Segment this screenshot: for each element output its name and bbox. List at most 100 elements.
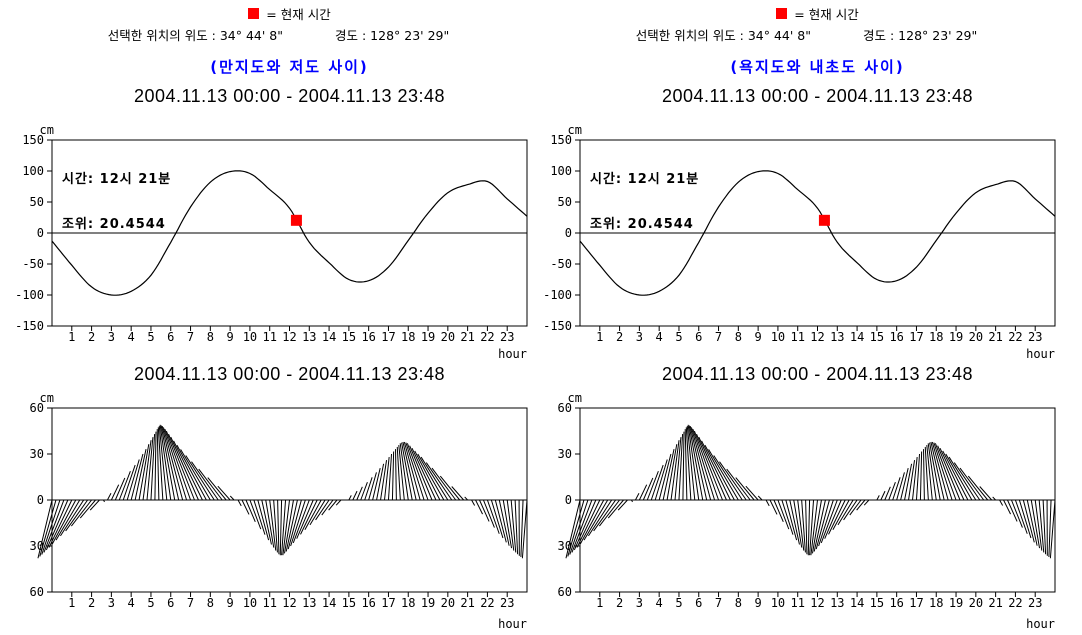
x-tick-label: 21 bbox=[988, 330, 1002, 344]
x-tick-label: 14 bbox=[322, 596, 336, 610]
date-range-title-current: 2004.11.13 00:00 - 2004.11.13 23:48 bbox=[133, 364, 446, 384]
x-tick-label: 23 bbox=[1028, 330, 1042, 344]
x-tick-label: 9 bbox=[755, 330, 762, 344]
legend-label: = 현재 시간 bbox=[266, 7, 331, 22]
x-tick-label: 20 bbox=[969, 596, 983, 610]
current-time-marker bbox=[290, 214, 302, 226]
x-tick-label: 7 bbox=[187, 596, 194, 610]
y-tick-label: 60 bbox=[558, 401, 572, 415]
y-axis-unit: cm bbox=[568, 123, 582, 137]
x-tick-label: 19 bbox=[949, 596, 963, 610]
y-tick-label: 30 bbox=[30, 447, 44, 461]
x-tick-label: 14 bbox=[322, 330, 336, 344]
station-title: (만지도와 저도 사이) bbox=[210, 58, 369, 76]
x-tick-label: 12 bbox=[282, 596, 296, 610]
x-tick-label: 9 bbox=[755, 596, 762, 610]
current-sticks bbox=[565, 424, 1056, 559]
y-tick-label: 0 bbox=[565, 493, 572, 507]
annotation-time: 시간: 12시 21분 bbox=[62, 172, 172, 187]
latitude-label: 선택한 위치의 위도 : 34° 44' 8" bbox=[107, 28, 284, 43]
x-tick-label: 15 bbox=[870, 330, 884, 344]
x-tick-label: 17 bbox=[909, 330, 923, 344]
x-tick-label: 7 bbox=[715, 330, 722, 344]
y-tick-label: 60 bbox=[30, 585, 44, 599]
y-tick-label: -100 bbox=[15, 288, 44, 302]
y-tick-label: -100 bbox=[543, 288, 572, 302]
x-tick-label: 16 bbox=[361, 596, 375, 610]
x-tick-label: 17 bbox=[909, 596, 923, 610]
y-tick-label: 100 bbox=[22, 164, 44, 178]
y-tick-label: -50 bbox=[22, 257, 44, 271]
x-tick-label: 1 bbox=[68, 596, 75, 610]
x-tick-label: 20 bbox=[441, 596, 455, 610]
x-tick-label: 13 bbox=[302, 330, 316, 344]
x-tick-label: 21 bbox=[460, 596, 474, 610]
y-tick-label: 0 bbox=[37, 226, 44, 240]
current-sticks bbox=[37, 424, 528, 559]
x-tick-label: 22 bbox=[480, 330, 494, 344]
x-tick-label: 4 bbox=[656, 330, 663, 344]
x-axis-unit: hour bbox=[498, 617, 527, 631]
x-tick-label: 12 bbox=[810, 330, 824, 344]
x-axis-unit: hour bbox=[498, 347, 527, 361]
tide-curve bbox=[51, 170, 528, 296]
x-tick-label: 9 bbox=[227, 596, 234, 610]
panel-left: = 현재 시간 선택한 위치의 위도 : 34° 44' 8" 경도 : 128… bbox=[15, 7, 528, 631]
x-tick-label: 1 bbox=[68, 330, 75, 344]
x-tick-label: 5 bbox=[147, 596, 154, 610]
x-tick-label: 8 bbox=[735, 330, 742, 344]
x-tick-label: 11 bbox=[790, 330, 804, 344]
x-tick-label: 4 bbox=[128, 596, 135, 610]
longitude-label: 경도 : 128° 23' 29" bbox=[335, 28, 450, 43]
current-time-swatch-icon bbox=[248, 8, 260, 19]
annotation-level: 조위: 20.4544 bbox=[590, 217, 694, 232]
x-tick-label: 18 bbox=[401, 596, 415, 610]
x-tick-label: 20 bbox=[441, 330, 455, 344]
x-tick-label: 3 bbox=[636, 330, 643, 344]
x-tick-label: 9 bbox=[227, 330, 234, 344]
x-tick-label: 23 bbox=[500, 330, 514, 344]
y-tick-label: 150 bbox=[22, 133, 44, 147]
x-tick-label: 18 bbox=[401, 330, 415, 344]
location-info: 선택한 위치의 위도 : 34° 44' 8" 경도 : 128° 23' 29… bbox=[30, 25, 527, 44]
x-tick-label: 16 bbox=[889, 330, 903, 344]
x-tick-label: 21 bbox=[988, 596, 1002, 610]
y-tick-label: -150 bbox=[543, 319, 572, 333]
x-tick-label: 19 bbox=[421, 330, 435, 344]
x-tick-label: 14 bbox=[850, 330, 864, 344]
current-time-swatch-icon bbox=[776, 8, 788, 19]
x-axis-unit: hour bbox=[1026, 617, 1055, 631]
y-tick-label: 60 bbox=[558, 585, 572, 599]
x-tick-label: 14 bbox=[850, 596, 864, 610]
y-tick-label: 0 bbox=[565, 226, 572, 240]
x-tick-label: 2 bbox=[616, 330, 623, 344]
station-title: (욕지도와 내초도 사이) bbox=[730, 58, 905, 76]
x-tick-label: 3 bbox=[108, 330, 115, 344]
x-tick-label: 18 bbox=[929, 330, 943, 344]
x-tick-label: 11 bbox=[790, 596, 804, 610]
x-tick-label: 7 bbox=[187, 330, 194, 344]
x-tick-label: 2 bbox=[616, 596, 623, 610]
x-tick-label: 11 bbox=[262, 330, 276, 344]
x-tick-label: 3 bbox=[636, 596, 643, 610]
x-tick-label: 10 bbox=[243, 596, 257, 610]
x-tick-label: 1 bbox=[596, 330, 603, 344]
x-tick-label: 3 bbox=[108, 596, 115, 610]
x-tick-label: 13 bbox=[830, 330, 844, 344]
x-tick-label: 15 bbox=[870, 596, 884, 610]
x-tick-label: 21 bbox=[460, 330, 474, 344]
x-tick-label: 6 bbox=[695, 330, 702, 344]
y-tick-label: 150 bbox=[550, 133, 572, 147]
y-axis-unit: cm bbox=[568, 391, 582, 405]
panel-right: = 현재 시간 선택한 위치의 위도 : 34° 44' 8" 경도 : 128… bbox=[528, 0, 1082, 635]
x-tick-label: 4 bbox=[128, 330, 135, 344]
y-tick-label: 100 bbox=[550, 164, 572, 178]
date-range-title-current: 2004.11.13 00:00 - 2004.11.13 23:48 bbox=[661, 364, 974, 384]
